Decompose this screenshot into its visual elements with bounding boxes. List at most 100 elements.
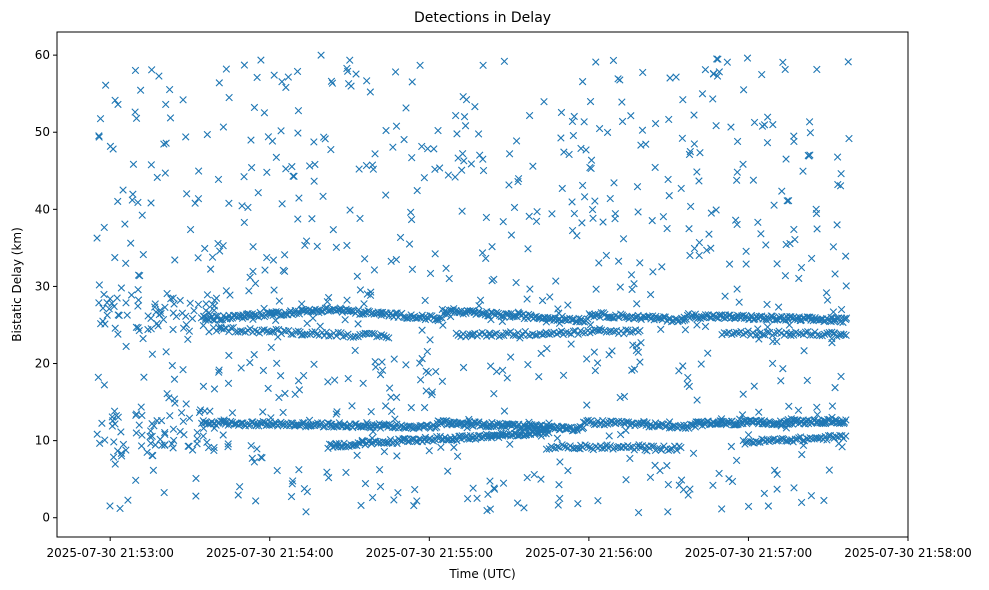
data-point [702, 246, 711, 254]
data-point [486, 505, 495, 513]
data-point [148, 451, 156, 459]
data-point [140, 373, 148, 381]
data-point [170, 395, 179, 403]
data-point [506, 353, 515, 361]
data-point [637, 339, 645, 347]
data-point [723, 58, 732, 66]
data-point [739, 86, 748, 94]
data-point [423, 145, 432, 153]
data-point [524, 360, 532, 369]
data-point [451, 111, 460, 120]
data-point [156, 306, 164, 315]
data-point [704, 349, 712, 357]
data-point [336, 304, 345, 312]
data-point [179, 96, 187, 104]
data-point [392, 122, 401, 130]
data-point [263, 168, 271, 176]
data-point [210, 446, 218, 455]
data-point [289, 172, 297, 180]
data-points [93, 51, 853, 517]
data-point [432, 367, 440, 376]
data-point [192, 474, 200, 483]
data-point [657, 420, 666, 428]
data-point [611, 215, 619, 223]
data-point [247, 442, 255, 450]
data-point [376, 370, 385, 379]
data-point [798, 450, 806, 459]
data-point [117, 428, 125, 436]
data-point [402, 104, 410, 112]
data-point [622, 326, 630, 334]
data-point [499, 218, 507, 226]
data-point [795, 274, 803, 283]
data-point [831, 383, 839, 392]
data-point [486, 477, 494, 485]
data-point [679, 95, 687, 104]
data-point [370, 266, 379, 274]
data-point [482, 213, 491, 222]
data-point [419, 423, 427, 431]
data-point [653, 421, 661, 430]
data-point [622, 426, 630, 435]
data-point [842, 432, 850, 440]
data-point [750, 118, 759, 127]
data-point [122, 446, 130, 454]
data-point [382, 126, 390, 135]
data-point [346, 206, 354, 214]
data-point [636, 326, 644, 335]
data-point [106, 295, 114, 303]
data-point [313, 242, 321, 250]
data-point [134, 285, 142, 294]
data-point [129, 190, 137, 198]
data-point [366, 291, 375, 300]
data-point [701, 322, 710, 331]
data-point [466, 307, 474, 315]
data-point [568, 316, 576, 324]
data-point [781, 272, 790, 280]
data-point [322, 328, 331, 336]
data-point [797, 329, 805, 338]
data-point [159, 315, 168, 324]
data-point [291, 422, 299, 430]
data-point [327, 420, 336, 428]
data-point [276, 372, 285, 380]
data-point [308, 215, 316, 223]
data-point [587, 156, 596, 164]
data-point [111, 96, 119, 105]
data-point [293, 67, 302, 76]
x-tick-label: 2025-07-30 21:53:00 [46, 546, 173, 560]
data-point [500, 407, 509, 415]
data-point [588, 205, 597, 214]
data-point [381, 402, 390, 410]
data-point [469, 330, 477, 338]
data-point [412, 437, 420, 446]
data-point [348, 402, 356, 410]
data-point [287, 330, 295, 338]
data-point [562, 328, 570, 337]
data-point [467, 160, 476, 168]
data-point [431, 165, 439, 173]
data-point [341, 316, 349, 324]
data-point [325, 332, 333, 340]
data-point [772, 437, 781, 445]
data-point [182, 133, 190, 141]
data-point [686, 485, 694, 493]
y-tick-label: 10 [35, 434, 50, 448]
data-point [627, 112, 635, 120]
data-point [738, 411, 747, 419]
data-point [368, 161, 377, 169]
data-point [392, 393, 401, 402]
data-point [323, 297, 332, 306]
data-point [578, 181, 587, 190]
data-point [366, 88, 375, 96]
data-point [695, 251, 703, 260]
data-point [122, 259, 130, 268]
data-point [420, 403, 429, 412]
data-point [101, 81, 110, 89]
data-point [557, 134, 565, 142]
data-point [416, 376, 425, 384]
data-point [278, 311, 286, 319]
data-point [488, 276, 496, 285]
data-point [677, 476, 686, 484]
data-point [203, 130, 212, 139]
